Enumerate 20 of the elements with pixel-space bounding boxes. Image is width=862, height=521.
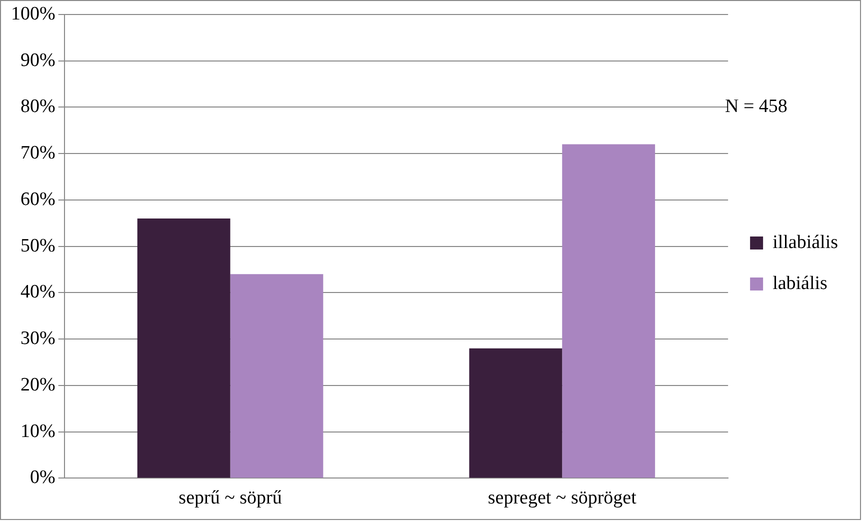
legend-label: illabiális: [772, 232, 838, 253]
y-tick-label: 0%: [30, 467, 56, 488]
y-tick-label: 60%: [20, 188, 56, 210]
bar: [562, 144, 656, 478]
y-tick-label: 90%: [20, 50, 56, 71]
y-tick-label: 80%: [20, 96, 56, 118]
bar: [230, 274, 324, 478]
y-tick-label: 10%: [20, 420, 56, 442]
y-tick-label: 70%: [20, 142, 56, 164]
y-tick-label: 50%: [20, 235, 56, 256]
legend-label: labiális: [772, 272, 828, 294]
x-tick-label: sepreget ~ söpröget: [488, 488, 638, 509]
bar: [469, 348, 562, 478]
y-tick-label: 40%: [20, 282, 56, 303]
annotation: N = 458: [725, 96, 788, 118]
y-tick-label: 30%: [20, 328, 56, 350]
y-tick-label: 100%: [11, 3, 56, 24]
y-tick-label: 20%: [20, 374, 56, 396]
bar: [137, 218, 230, 478]
x-tick-label: seprű ~ söprű: [178, 488, 282, 509]
